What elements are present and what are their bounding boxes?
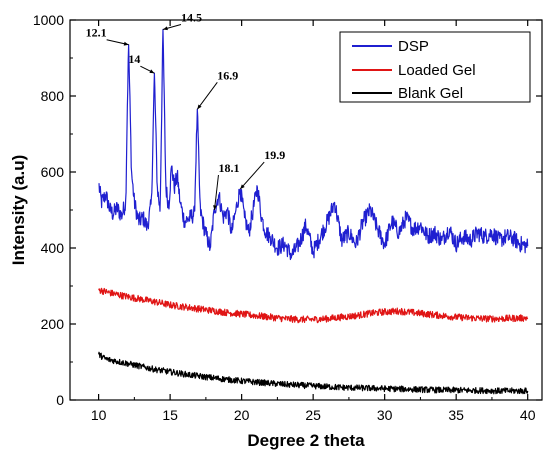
y-tick-label: 1000: [33, 12, 64, 28]
series-line-dsp: [98, 28, 529, 261]
peak-label: 18.1: [218, 161, 239, 175]
x-axis-title: Degree 2 theta: [247, 431, 365, 450]
peak-annotations: 12.1 14 14.5 16.9 18.1 19.9: [86, 11, 285, 211]
peak-label: 16.9: [217, 68, 238, 82]
x-tick-label: 30: [377, 407, 393, 423]
x-axis-ticks: 10 15 20 25 30 35 40: [91, 20, 536, 423]
y-tick-label: 600: [41, 164, 65, 180]
annotation-arrowhead: [123, 41, 129, 46]
annotation-arrowhead: [162, 26, 168, 31]
annotation-arrowhead: [149, 69, 155, 74]
legend: DSP Loaded Gel Blank Gel: [339, 31, 531, 103]
annotation-arrow: [239, 161, 265, 190]
y-tick-label: 0: [56, 392, 64, 408]
y-axis-title: Intensity (a.u): [9, 155, 28, 266]
x-tick-label: 40: [520, 407, 536, 423]
peak-label: 14: [128, 52, 140, 66]
x-tick-label: 10: [91, 407, 107, 423]
y-axis-ticks: 0 200 400 600 800 1000: [33, 12, 542, 408]
x-tick-label: 15: [162, 407, 178, 423]
annotation-arrowhead: [197, 104, 202, 110]
annotation-arrow: [213, 174, 219, 211]
series-line-blank-gel: [98, 351, 529, 395]
x-tick-label: 25: [305, 407, 321, 423]
annotation-arrowhead: [213, 205, 217, 210]
x-tick-label: 35: [448, 407, 464, 423]
legend-label-loaded-gel: Loaded Gel: [398, 62, 476, 79]
annotation-arrow: [196, 82, 218, 110]
legend-box: [339, 31, 531, 103]
y-tick-label: 400: [41, 240, 65, 256]
peak-label: 19.9: [264, 148, 285, 162]
x-tick-label: 20: [234, 407, 250, 423]
legend-label-dsp: DSP: [398, 38, 429, 55]
peak-label: 14.5: [181, 11, 202, 25]
annotation-arrowhead: [240, 184, 245, 190]
peak-label: 12.1: [86, 26, 107, 40]
legend-label-blank-gel: Blank Gel: [398, 85, 463, 102]
y-tick-label: 800: [41, 88, 65, 104]
series-line-loaded-gel: [98, 287, 529, 324]
y-tick-label: 200: [41, 316, 65, 332]
series-layer: [98, 28, 529, 395]
